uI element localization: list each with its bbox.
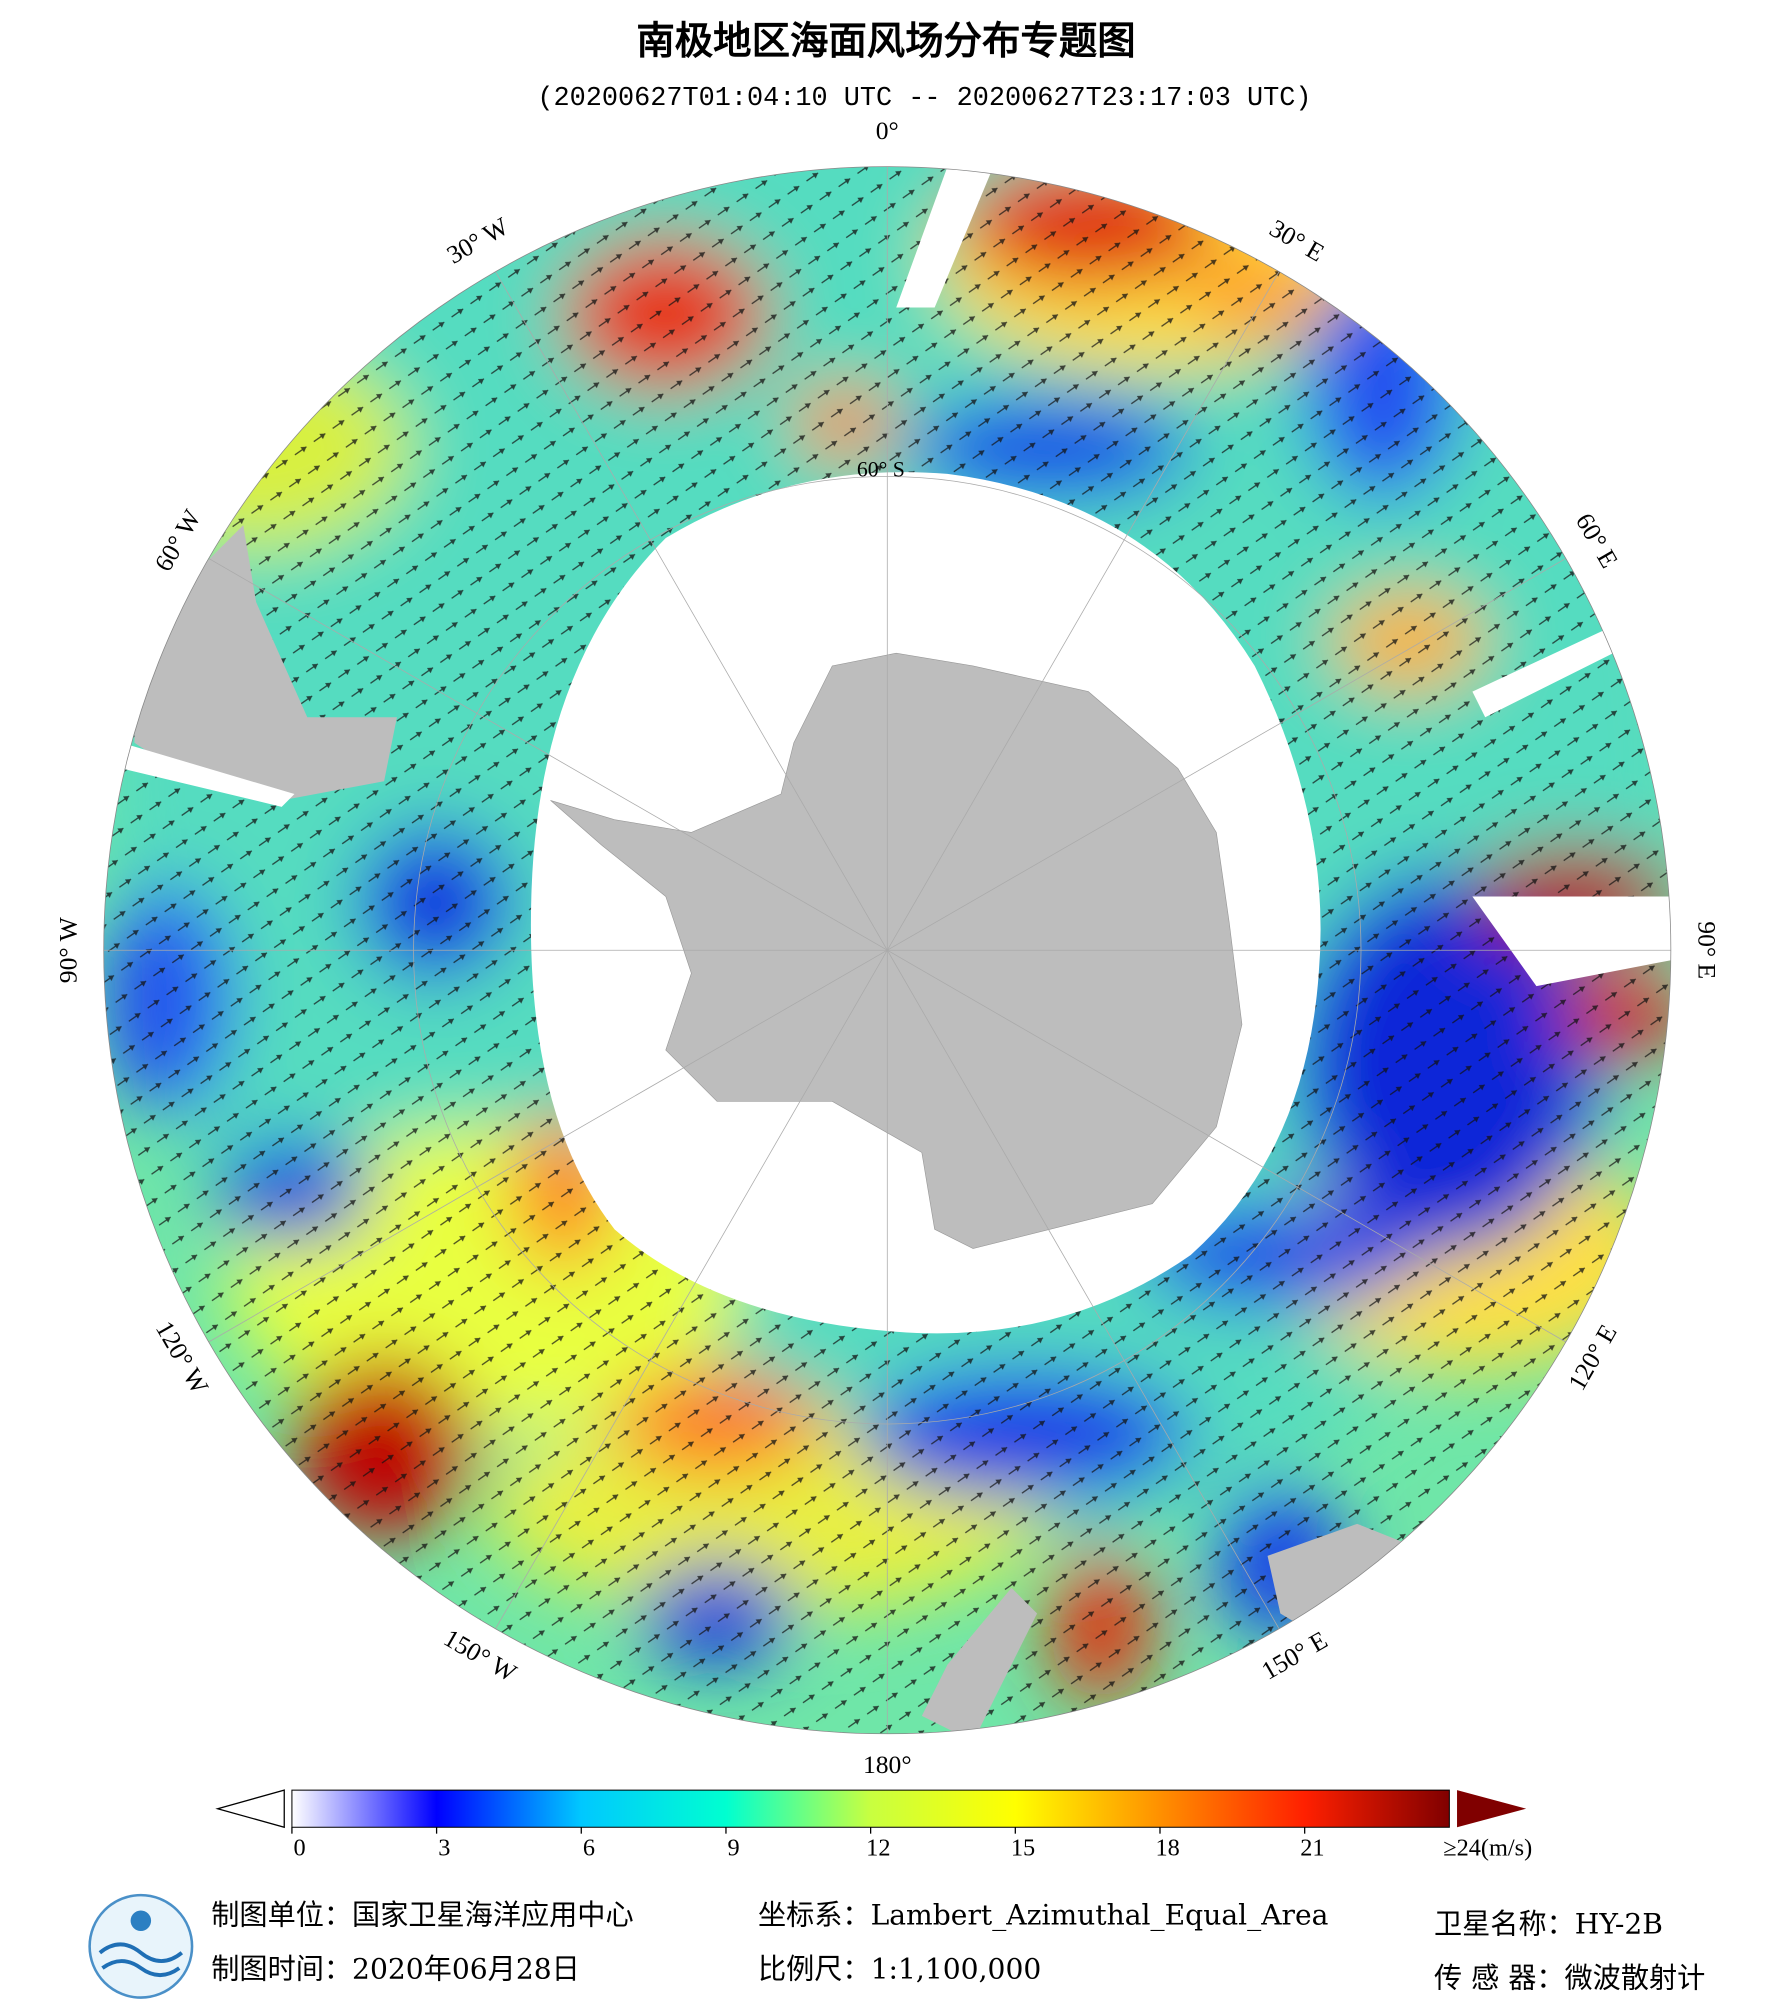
- scale: 比例尺：1:1,100,000: [758, 1952, 1041, 1985]
- longitude-label: 90° E: [1692, 921, 1721, 979]
- meridian: [886, 950, 1285, 1638]
- colorbar-tick-label: 12: [866, 1834, 890, 1861]
- logo: [88, 1893, 194, 1999]
- footer: 制图单位：国家卫星海洋应用中心 制图时间：2020年06月28日 坐标系：Lam…: [211, 1899, 1705, 1995]
- meridian: [490, 950, 888, 1638]
- wind-field: [103, 166, 1671, 1734]
- graticule: [103, 166, 1671, 1734]
- meridian: [490, 262, 888, 951]
- colorbar-tick-label: 21: [1300, 1834, 1324, 1861]
- date: 制图时间：2020年06月28日: [211, 1952, 580, 1985]
- title: 南极地区海面风场分布专题图: [636, 19, 1135, 64]
- colorbar-tick-label: 6: [583, 1834, 595, 1861]
- meridian: [887, 949, 1575, 1348]
- data-gaps: [121, 166, 1671, 987]
- over-triangle: [1457, 1790, 1527, 1828]
- longitude-label: 30° E: [1265, 214, 1330, 268]
- longitude-label: 60° W: [149, 504, 207, 576]
- colorbar-tick-label: 15: [1011, 1834, 1035, 1861]
- colorbar-tick-label: 9: [728, 1834, 740, 1861]
- subtitle: (20200627T01:04:10 UTC -- 20200627T23:17…: [537, 84, 1311, 114]
- new-zealand: [921, 1587, 1038, 1734]
- projection: 坐标系：Lambert_Azimuthal_Equal_Area: [758, 1899, 1329, 1932]
- longitude-label: 30° W: [442, 211, 514, 269]
- colorbar-tick-label: 3: [438, 1834, 450, 1861]
- south-america: [134, 525, 397, 801]
- longitude-label: 90° W: [53, 916, 82, 983]
- parallel: [413, 476, 1362, 1425]
- colorbar-tick-label: 0: [294, 1834, 306, 1861]
- longitude-label: 180°: [863, 1750, 912, 1779]
- producer: 制图单位：国家卫星海洋应用中心: [211, 1899, 633, 1932]
- latitude-label: 60° S: [857, 457, 905, 481]
- meridian: [199, 552, 888, 951]
- colorbar-tick-label: 18: [1156, 1834, 1180, 1861]
- longitude-label: 0°: [876, 116, 899, 145]
- sensor: 传 感 器：微波散射计: [1434, 1961, 1705, 1994]
- meridian: [887, 552, 1575, 951]
- map-border: [103, 166, 1672, 1735]
- under-triangle: [215, 1789, 285, 1829]
- colorbar-max-label: ≥24(m/s): [1443, 1834, 1532, 1861]
- satellite: 卫星名称：HY-2B: [1434, 1908, 1663, 1941]
- meridian: [886, 262, 1285, 951]
- longitude-label: 60° E: [1570, 508, 1624, 573]
- colorbar: 0 3 6 9 12 15 18 21 ≥24(m/s): [215, 1789, 1532, 1861]
- meridian: [199, 949, 888, 1348]
- colorbar-body: [291, 1789, 1450, 1828]
